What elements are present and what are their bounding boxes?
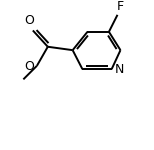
- Text: O: O: [24, 14, 34, 27]
- Text: F: F: [117, 0, 124, 13]
- Text: N: N: [114, 63, 124, 76]
- Text: O: O: [25, 60, 34, 73]
